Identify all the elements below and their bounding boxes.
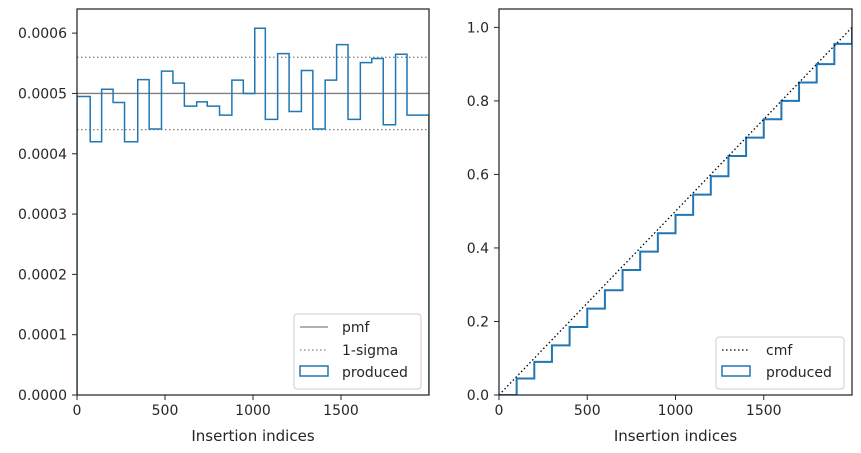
y-tick-label: 0.0005 [18,86,67,102]
y-tick-label: 0.0001 [18,328,67,344]
plot-area [77,27,429,395]
cmf-panel: 0 500 1000 1500 0.0 0.2 0.4 0.6 0.8 1.0 Insertion … [467,8,853,445]
y-tick-label: 0.2 [467,314,489,330]
legend-cmf-label: cmf [766,343,793,359]
produced-cumulative [499,27,852,395]
legend-produced-label: produced [342,365,408,381]
legend-produced-label: produced [766,365,832,381]
y-tick-label: 0.8 [467,94,489,110]
legend-produced-swatch [721,365,751,377]
legend: cmf produced [715,336,845,390]
legend-sigma-label: 1-sigma [342,343,398,359]
produced-histogram [77,27,429,395]
x-tick-label: 1500 [746,403,782,419]
y-tick-label: 0.0003 [18,207,67,223]
legend-box [293,313,422,390]
plot-area [499,26,852,395]
x-tick-label: 1000 [658,403,694,419]
y-tick-label: 0.0002 [18,267,67,283]
axes-frame [498,8,853,396]
legend-produced-swatch [299,365,329,377]
x-tick-label: 500 [152,403,179,419]
y-tick-label: 0.0000 [18,388,67,404]
x-axis-label: Insertion indices [614,427,737,445]
x-tick-label: 1000 [235,403,271,419]
x-tick-label: 1500 [323,403,359,419]
y-tick-label: 0.0004 [18,147,67,163]
y-tick-label: 1.0 [467,20,489,36]
x-tick-label: 0 [73,403,82,419]
legend-pmf-label: pmf [342,320,371,336]
y-tick-label: 0.4 [467,241,489,257]
legend: pmf 1-sigma produced [293,313,422,390]
x-tick-label: 500 [574,403,601,419]
cmf-line [499,26,852,395]
y-tick-label: 0.6 [467,167,489,183]
axes-frame [76,8,430,396]
y-tick-label: 0.0006 [18,26,67,42]
pmf-panel: 0 500 1000 1500 0.0000 0.0001 0.0002 0.0003 0.00… [18,8,430,445]
x-tick-label: 0 [495,403,504,419]
x-axis-label: Insertion indices [191,427,314,445]
y-tick-label: 0.0 [467,388,489,404]
